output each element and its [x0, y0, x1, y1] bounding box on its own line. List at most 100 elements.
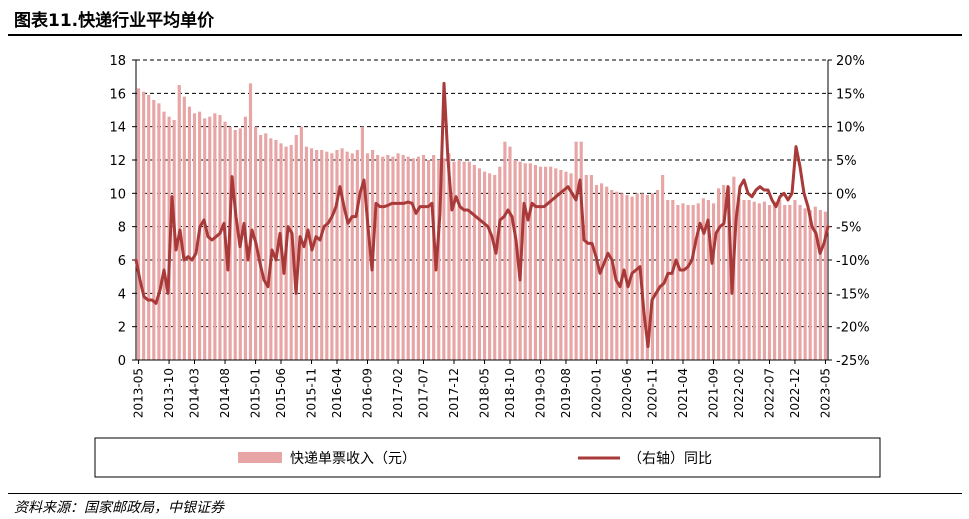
bar [376, 155, 380, 360]
bar [650, 193, 655, 360]
bar [803, 208, 807, 360]
x-tick-label: 2022-12 [788, 368, 802, 418]
bar [681, 203, 685, 360]
bar [696, 203, 700, 360]
bar [549, 166, 553, 360]
bar [701, 198, 705, 360]
bar [661, 175, 665, 360]
right-tick-label: 5% [836, 154, 857, 169]
bar [421, 155, 426, 360]
x-tick-label: 2023-05 [818, 368, 832, 418]
bar [676, 205, 680, 360]
x-tick-label: 2021-09 [707, 368, 721, 418]
bar [513, 160, 517, 360]
bar [294, 135, 298, 360]
legend-bar-swatch [238, 452, 282, 463]
bar [427, 160, 431, 360]
right-tick-label: 20% [836, 54, 865, 69]
bar [330, 153, 334, 360]
bar [248, 83, 253, 360]
bar [584, 175, 588, 360]
x-tick-label: 2014-08 [218, 368, 232, 418]
bar [752, 201, 756, 360]
bar [757, 203, 761, 360]
x-tick-label: 2015-01 [249, 368, 263, 418]
bar [192, 113, 197, 360]
bar [493, 175, 497, 360]
left-tick-label: 2 [118, 321, 126, 336]
right-tick-label: -20% [836, 321, 870, 336]
bar [345, 151, 349, 360]
bar [793, 200, 797, 360]
x-axis-ticks: 2013-05 2013-10 2014-03 2014-08 2015-01 2015-… [132, 360, 832, 418]
source-divider [8, 493, 962, 494]
bar [381, 156, 385, 360]
bar [747, 200, 751, 360]
bar [823, 211, 828, 360]
bar [452, 161, 456, 360]
bar [686, 205, 690, 360]
bar [335, 150, 339, 360]
bar [717, 188, 721, 360]
x-tick-label: 2022-07 [762, 368, 776, 418]
x-tick-label: 2014-03 [188, 368, 202, 418]
bar [666, 200, 670, 360]
bar [544, 166, 548, 360]
bar [610, 190, 614, 360]
bar [462, 161, 466, 360]
bar [788, 205, 792, 360]
legend-box [94, 437, 881, 478]
bar [564, 171, 568, 360]
bar [304, 146, 309, 360]
x-tick-label: 2013-10 [162, 368, 176, 418]
right-tick-label: -25% [836, 354, 870, 369]
bar [264, 133, 268, 360]
bar [442, 158, 446, 360]
source-note: 资料来源：国家邮政局，中银证券 [14, 500, 224, 516]
bar [218, 115, 222, 360]
bar [182, 96, 186, 361]
x-tick-label: 2015-06 [274, 368, 288, 418]
legend-line-label: （右轴）同比 [628, 451, 712, 467]
legend-bar-label: 快递单票收入（元） [290, 451, 416, 467]
right-tick-label: 0% [836, 187, 857, 202]
x-tick-label: 2020-11 [645, 368, 659, 418]
bar [778, 200, 782, 360]
axes [135, 60, 829, 361]
x-tick-label: 2021-04 [676, 368, 690, 418]
bar [762, 201, 766, 360]
bar [477, 168, 482, 360]
bar [533, 165, 537, 360]
bar [437, 160, 441, 360]
bar [147, 95, 151, 360]
bar [605, 186, 609, 360]
bar [274, 140, 278, 360]
left-tick-label: 16 [109, 87, 126, 102]
x-tick-label: 2018-10 [503, 368, 517, 418]
bar [406, 156, 410, 360]
bar [142, 91, 146, 361]
x-tick-label: 2018-05 [478, 368, 492, 418]
bar [773, 201, 777, 360]
right-tick-label: -5% [836, 221, 861, 236]
bar [691, 205, 695, 360]
bar [472, 165, 476, 360]
x-tick-label: 2015-11 [305, 368, 319, 418]
bar [457, 160, 461, 360]
bar [538, 166, 543, 360]
bar [727, 186, 731, 360]
legend: 快递单票收入（元） （右轴）同比 [94, 437, 881, 478]
bar [635, 193, 639, 360]
x-tick-label: 2017-02 [391, 368, 405, 418]
bar [783, 205, 787, 360]
bar [386, 155, 390, 360]
bar [615, 191, 619, 360]
bar [711, 203, 716, 360]
bar [233, 130, 237, 360]
chart-title: 图表11.快递行业平均单价 [14, 11, 215, 31]
bar [813, 206, 817, 360]
left-tick-label: 18 [109, 54, 126, 69]
left-tick-label: 4 [118, 287, 126, 302]
bar [177, 85, 181, 360]
